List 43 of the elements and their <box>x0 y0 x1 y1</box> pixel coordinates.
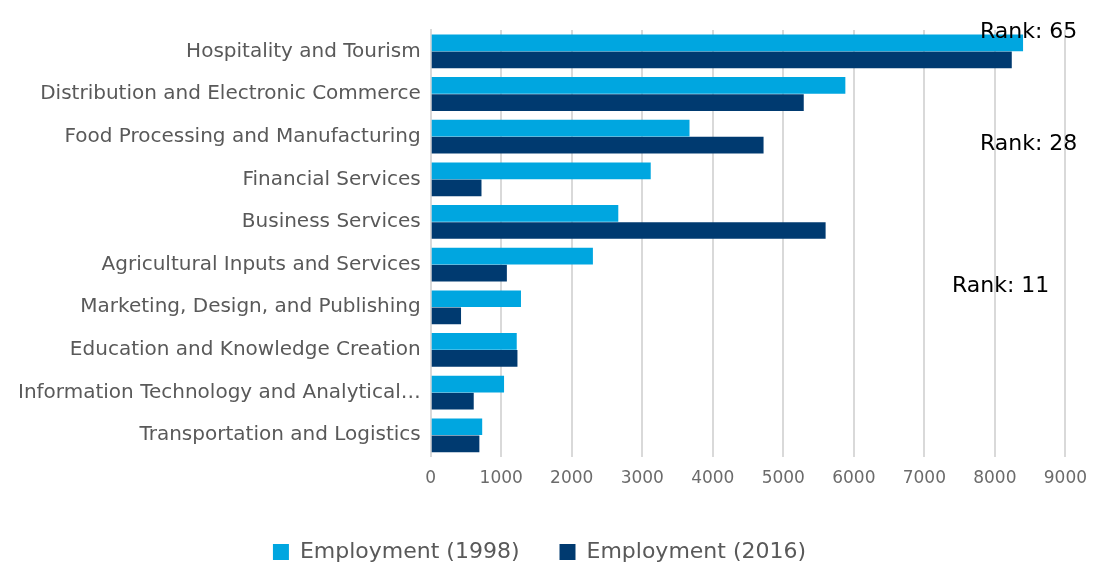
y-tick-label: Financial Services <box>242 165 421 190</box>
bar <box>431 179 482 197</box>
x-tick-label: 5000 <box>761 467 805 488</box>
bar <box>431 307 462 325</box>
bar <box>431 290 521 308</box>
x-tick-label: 6000 <box>832 467 876 488</box>
x-tick-label: 1000 <box>479 467 523 488</box>
bar <box>431 136 764 154</box>
y-tick-label: Education and Knowledge Creation <box>69 336 421 361</box>
bar <box>431 375 505 393</box>
x-tick-label: 4000 <box>691 467 735 488</box>
y-tick-label: Agricultural Inputs and Services <box>101 250 421 275</box>
bar <box>431 247 593 265</box>
bar <box>431 94 804 111</box>
bar <box>431 119 690 137</box>
x-tick-label: 9000 <box>1043 467 1087 488</box>
bar <box>431 77 846 94</box>
x-tick-label: 8000 <box>973 467 1017 488</box>
y-tick-label: Business Services <box>241 208 421 233</box>
y-tick-label: Marketing, Design, and Publishing <box>80 293 421 318</box>
bar <box>431 51 1012 69</box>
bar <box>431 435 480 453</box>
x-tick-label: 3000 <box>620 467 664 488</box>
y-tick-label: Food Processing and Manufacturing <box>64 122 421 147</box>
bar <box>431 418 483 436</box>
bar <box>431 350 518 367</box>
bar <box>431 205 619 222</box>
x-tick-label: 7000 <box>902 467 946 488</box>
bar <box>431 333 517 350</box>
x-tick-label: 0 <box>425 467 437 488</box>
y-tick-label: Transportation and Logistics <box>138 421 421 446</box>
legend-label: Employment (2016) <box>586 537 807 563</box>
annotation: Rank: 28 <box>980 130 1078 155</box>
y-tick-label: Hospitality and Tourism <box>186 37 421 62</box>
bar <box>431 222 826 239</box>
y-tick-label: Information Technology and Analytical… <box>18 378 421 403</box>
x-tick-label: 2000 <box>550 467 594 488</box>
bar <box>431 392 474 410</box>
annotation: Rank: 11 <box>952 272 1050 297</box>
bar <box>431 264 507 282</box>
y-tick-label: Distribution and Electronic Commerce <box>40 80 421 105</box>
bar <box>431 162 651 180</box>
legend-label: Employment (1998) <box>299 537 520 563</box>
